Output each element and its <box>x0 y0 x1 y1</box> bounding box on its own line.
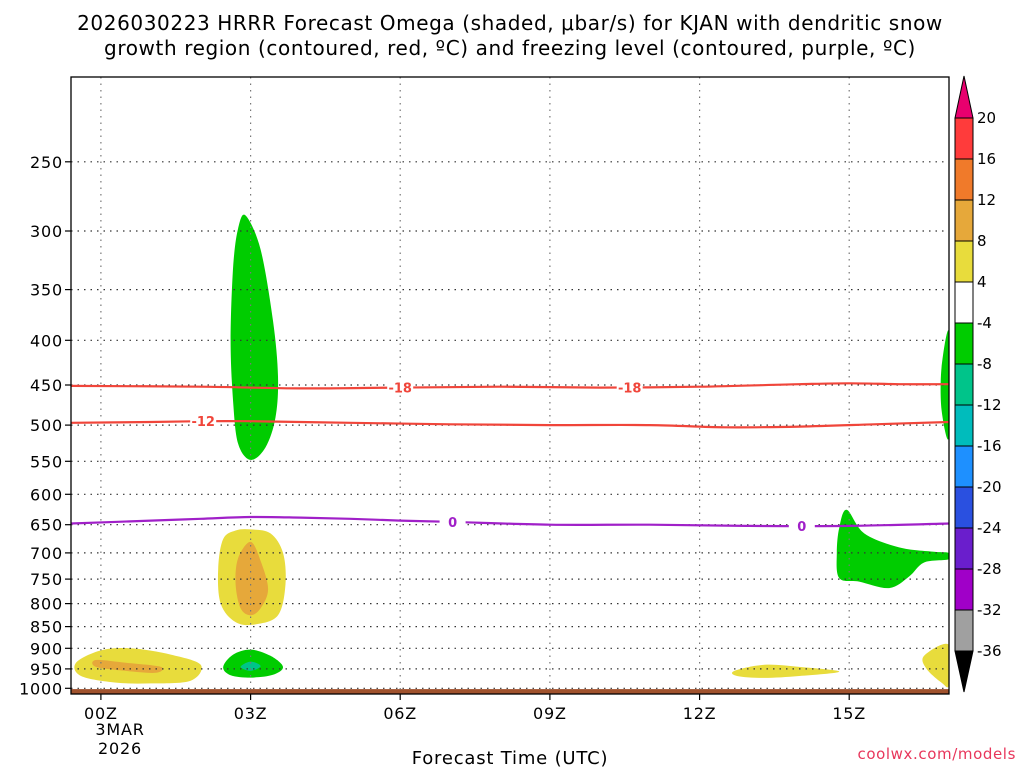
y-tick-label: 450 <box>30 376 63 395</box>
colorbar-label: -8 <box>977 355 992 373</box>
colorbar-swatch <box>954 486 974 529</box>
y-tick-label: 550 <box>30 452 63 471</box>
colorbar-label: -36 <box>977 642 1002 660</box>
contour-lines: -18 -18 -12 0 0 <box>71 380 949 535</box>
terrain-layer <box>71 689 949 694</box>
colorbar-swatch <box>954 158 974 201</box>
credit-text: coolwx.com/models <box>858 745 1017 763</box>
plot-area <box>71 77 949 694</box>
colorbar-top-arrow <box>954 75 974 119</box>
x-tick-label: 15Z <box>832 704 866 723</box>
colorbar-label: 16 <box>977 150 996 168</box>
omega-region <box>230 214 279 460</box>
x-tick-label: 00Z <box>84 704 118 723</box>
y-tick-label: 500 <box>30 416 63 435</box>
contour-label: -18 <box>618 381 642 396</box>
omega-region <box>240 661 261 671</box>
omega-region <box>235 541 269 616</box>
contour-label-bg <box>387 380 414 395</box>
contour-label-bg <box>439 514 466 529</box>
y-tick-label: 950 <box>30 660 63 679</box>
x-tick-label: 09Z <box>533 704 567 723</box>
colorbar-label: 4 <box>977 273 987 291</box>
y-tick-label: 900 <box>30 639 63 658</box>
colorbar-swatch <box>954 322 974 365</box>
x-axis: 00Z 03Z 06Z 09Z 12Z 15Z <box>84 694 866 723</box>
colorbar-swatch <box>954 281 974 324</box>
contour-label-bg <box>788 518 815 533</box>
x-date-year: 2026 <box>98 739 142 758</box>
terrain-fill <box>71 689 949 694</box>
contour-label: 0 <box>448 516 457 531</box>
colorbar-swatch <box>954 199 974 242</box>
colorbar-label: -16 <box>977 437 1002 455</box>
y-tick-label: 650 <box>30 516 63 535</box>
colorbar-label: 12 <box>977 191 996 209</box>
omega-region <box>731 664 840 678</box>
colorbar-bottom-arrow <box>954 650 974 693</box>
colorbar-swatch <box>954 404 974 447</box>
y-tick-label: 850 <box>30 618 63 637</box>
contour-label: -12 <box>191 415 215 430</box>
y-tick-label: 400 <box>30 331 63 350</box>
y-tick-label: 600 <box>30 485 63 504</box>
y-tick-label: 800 <box>30 595 63 614</box>
grid-lines <box>71 77 949 694</box>
y-tick-label: 350 <box>30 281 63 300</box>
omega-region <box>922 643 949 688</box>
colorbar-swatch <box>954 568 974 611</box>
chart-title-line-2: growth region (contoured, red, ºC) and f… <box>104 36 916 60</box>
x-tick-label: 12Z <box>683 704 717 723</box>
contour-label: -18 <box>388 382 412 397</box>
colorbar: 20 16 12 8 4 -4 -8 -12 -16 -20 -24 -28 -32 -36 <box>954 75 1002 693</box>
y-tick-label: 300 <box>30 222 63 241</box>
colorbar-swatch <box>954 363 974 406</box>
x-tick-label: 06Z <box>383 704 417 723</box>
colorbar-label: 8 <box>977 232 987 250</box>
contour-label: 0 <box>797 520 806 535</box>
y-axis: 250 300 350 400 450 500 550 600 650 700 750 800 850 9… <box>19 153 71 698</box>
colorbar-label: -28 <box>977 560 1002 578</box>
y-tick-label: 250 <box>30 153 63 172</box>
colorbar-label: 20 <box>977 109 996 127</box>
x-axis-title: Forecast Time (UTC) <box>412 748 609 768</box>
contour-isotherm <box>71 382 949 390</box>
colorbar-swatch <box>954 609 974 652</box>
y-tick-label: 1000 <box>19 679 63 698</box>
colorbar-swatch <box>954 117 974 160</box>
omega-region <box>836 509 949 589</box>
colorbar-swatch <box>954 445 974 488</box>
contour-freezing-level <box>71 515 949 528</box>
colorbar-label: -4 <box>977 314 992 332</box>
omega-shading <box>74 214 949 688</box>
colorbar-label: -32 <box>977 601 1002 619</box>
colorbar-label: -20 <box>977 478 1002 496</box>
contour-label-bg <box>190 414 217 429</box>
colorbar-swatch <box>954 240 974 283</box>
colorbar-label: -12 <box>977 396 1002 414</box>
colorbar-label: -24 <box>977 519 1002 537</box>
x-tick-label: 03Z <box>234 704 268 723</box>
y-tick-label: 700 <box>30 544 63 563</box>
omega-region <box>92 659 164 673</box>
colorbar-swatch <box>954 527 974 570</box>
contour-label-bg <box>616 380 643 395</box>
x-date-month: 3MAR <box>95 720 144 739</box>
y-tick-label: 750 <box>30 570 63 589</box>
chart-title-line-1: 2026030223 HRRR Forecast Omega (shaded, … <box>77 11 943 35</box>
